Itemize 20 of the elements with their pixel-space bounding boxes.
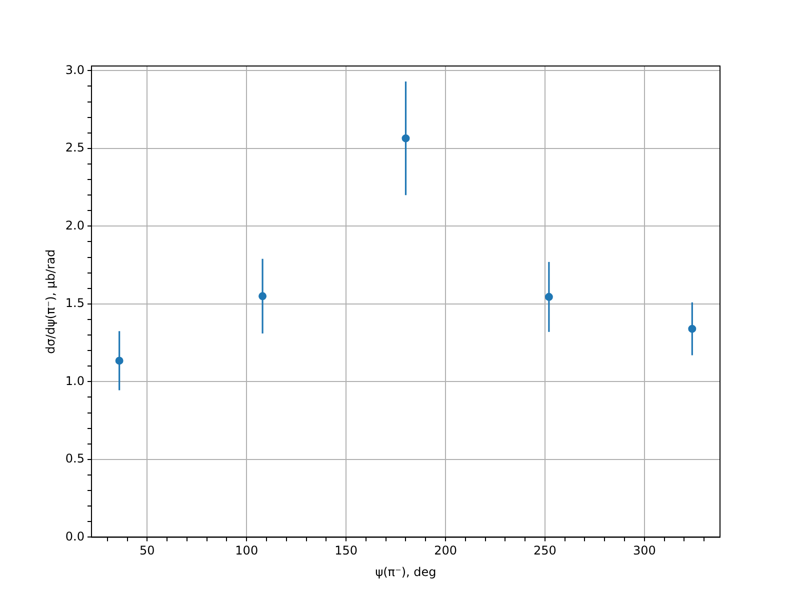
point [544, 292, 553, 301]
y-tick-label: 0.5 [65, 452, 84, 466]
y-tick-label: 2.5 [65, 140, 84, 155]
y-tick-label: 3.0 [65, 62, 84, 77]
point [258, 292, 267, 300]
point [402, 134, 410, 142]
x-tick-label: 250 [534, 544, 556, 558]
point [115, 356, 124, 365]
point [688, 324, 696, 333]
y-tick-label: 0.0 [65, 529, 84, 544]
x-tick-label: 50 [140, 544, 155, 558]
x-tick-label: 150 [334, 544, 358, 558]
y-tick-label: 1.5 [65, 296, 84, 310]
x-axis-title: ψ(π⁻), deg [375, 564, 436, 579]
x-tick-label: 300 [632, 544, 656, 558]
y-axis-title: dσ/dψ(π⁻), μb/rad [43, 249, 58, 354]
y-tick-label: 2.0 [65, 218, 84, 232]
x-tick-label: 200 [434, 544, 457, 558]
y-tick-label: 1.0 [65, 374, 84, 388]
x-tick-label: 100 [235, 544, 258, 558]
